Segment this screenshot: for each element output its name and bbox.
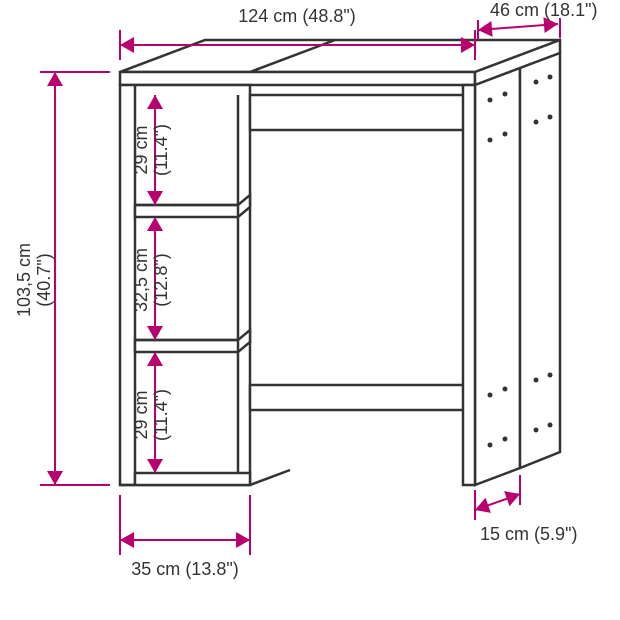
- shelf2-in: (12.8"): [151, 253, 171, 306]
- width-cm: 124 cm: [238, 6, 297, 26]
- depth-in: (18.1"): [544, 0, 597, 20]
- shelf1-cm: 29 cm: [131, 125, 151, 174]
- height-in: (40.7"): [34, 253, 54, 306]
- depth-cm: 46 cm: [490, 0, 539, 20]
- svg-text:35 cm (13.8"): 35 cm (13.8"): [131, 559, 238, 579]
- furniture-dimension-diagram: 124 cm (48.8") 46 cm (18.1") 103,5 cm (4…: [0, 0, 620, 620]
- width-in: (48.8"): [302, 6, 355, 26]
- shelf3-in: (11.4"): [151, 389, 171, 441]
- shelfw-cm: 35 cm: [131, 559, 180, 579]
- shelf3-cm: 29 cm: [131, 390, 151, 439]
- leg-in: (5.9"): [534, 524, 577, 544]
- shelf1-in: (11.4"): [151, 124, 171, 176]
- furniture-outline: [120, 40, 560, 485]
- shelfw-in: (13.8"): [185, 559, 238, 579]
- svg-text:46 cm (18.1"): 46 cm (18.1"): [490, 0, 597, 20]
- shelf2-cm: 32,5 cm: [131, 248, 151, 312]
- svg-text:15 cm (5.9"): 15 cm (5.9"): [480, 524, 577, 544]
- svg-text:124 cm (48.8"): 124 cm (48.8"): [238, 6, 355, 26]
- leg-cm: 15 cm: [480, 524, 529, 544]
- height-cm: 103,5 cm: [14, 243, 34, 317]
